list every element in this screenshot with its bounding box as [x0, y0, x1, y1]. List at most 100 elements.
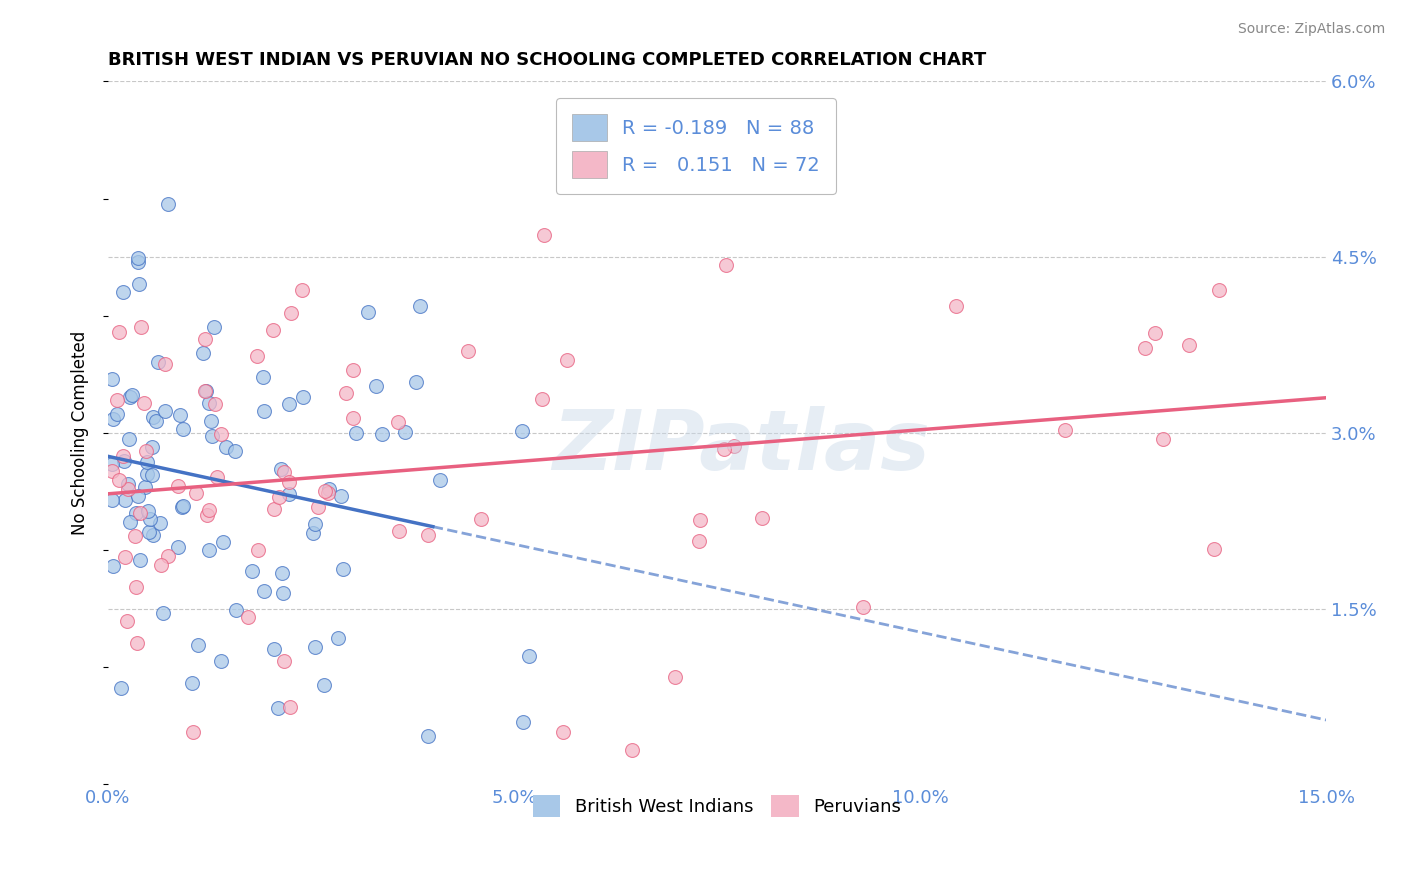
Point: [388, 524, 411, 539]
Point: [716, 259, 738, 273]
Point: [204, 397, 226, 411]
Point: [280, 306, 302, 320]
Point: [209, 654, 232, 668]
Point: [134, 480, 156, 494]
Point: [405, 375, 427, 389]
Point: [124, 580, 146, 594]
Point: [332, 562, 354, 576]
Point: [246, 349, 269, 363]
Point: [202, 320, 225, 334]
Point: [195, 384, 218, 399]
Point: [197, 396, 219, 410]
Point: [240, 564, 263, 578]
Point: [470, 512, 492, 526]
Point: [852, 600, 875, 615]
Point: [664, 670, 686, 684]
Point: [512, 714, 534, 729]
Point: [304, 516, 326, 531]
Point: [155, 357, 177, 371]
Point: [120, 390, 142, 404]
Legend: British West Indians, Peruvians: British West Indians, Peruvians: [526, 789, 908, 824]
Point: [371, 426, 394, 441]
Point: [166, 541, 188, 555]
Point: [253, 584, 276, 599]
Point: [273, 465, 295, 479]
Point: [328, 631, 350, 645]
Point: [129, 506, 152, 520]
Point: [314, 483, 336, 498]
Point: [142, 410, 165, 425]
Point: [169, 408, 191, 422]
Point: [263, 502, 285, 516]
Point: [118, 433, 141, 447]
Text: BRITISH WEST INDIAN VS PERUVIAN NO SCHOOLING COMPLETED CORRELATION CHART: BRITISH WEST INDIAN VS PERUVIAN NO SCHOO…: [108, 51, 986, 69]
Point: [198, 543, 221, 558]
Point: [273, 654, 295, 668]
Point: [555, 352, 578, 367]
Point: [105, 393, 128, 408]
Point: [112, 454, 135, 468]
Point: [269, 491, 291, 505]
Point: [142, 528, 165, 542]
Point: [277, 487, 299, 501]
Point: [329, 489, 352, 503]
Point: [127, 254, 149, 268]
Point: [278, 475, 301, 489]
Point: [101, 463, 124, 477]
Point: [136, 467, 159, 481]
Point: [304, 640, 326, 654]
Point: [101, 457, 124, 471]
Point: [120, 515, 142, 529]
Point: [124, 529, 146, 543]
Point: [263, 642, 285, 657]
Point: [186, 486, 208, 500]
Point: [132, 396, 155, 410]
Point: [1178, 338, 1201, 352]
Point: [105, 408, 128, 422]
Point: [342, 411, 364, 425]
Point: [723, 439, 745, 453]
Point: [357, 304, 380, 318]
Point: [1143, 326, 1166, 341]
Point: [136, 504, 159, 518]
Point: [266, 700, 288, 714]
Point: [262, 323, 284, 337]
Point: [148, 355, 170, 369]
Point: [172, 422, 194, 436]
Point: [187, 638, 209, 652]
Point: [291, 283, 314, 297]
Point: [302, 525, 325, 540]
Point: [510, 424, 533, 438]
Point: [342, 362, 364, 376]
Point: [129, 553, 152, 567]
Point: [125, 506, 148, 520]
Point: [180, 675, 202, 690]
Point: [108, 326, 131, 340]
Point: [531, 392, 554, 406]
Point: [117, 483, 139, 497]
Point: [155, 403, 177, 417]
Point: [236, 610, 259, 624]
Point: [316, 485, 339, 500]
Point: [127, 251, 149, 265]
Text: ZIPatlas: ZIPatlas: [553, 407, 931, 487]
Point: [101, 558, 124, 573]
Point: [112, 449, 135, 463]
Point: [517, 649, 540, 664]
Point: [225, 603, 247, 617]
Point: [318, 482, 340, 496]
Point: [689, 513, 711, 527]
Point: [751, 511, 773, 525]
Point: [156, 197, 179, 211]
Point: [253, 404, 276, 418]
Point: [246, 542, 269, 557]
Point: [713, 442, 735, 457]
Point: [394, 425, 416, 439]
Point: [141, 467, 163, 482]
Point: [1133, 341, 1156, 355]
Point: [127, 636, 149, 650]
Point: [101, 372, 124, 386]
Point: [107, 474, 129, 488]
Point: [200, 414, 222, 428]
Point: [551, 724, 574, 739]
